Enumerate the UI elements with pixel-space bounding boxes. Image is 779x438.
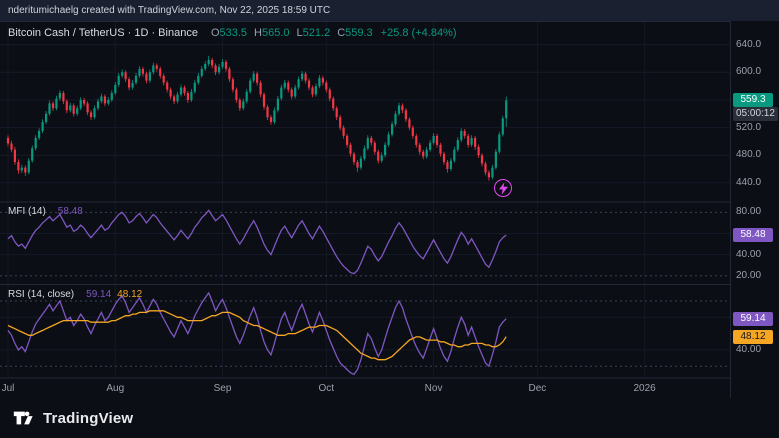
ohlc-high-value: 565.0 [262,27,290,39]
rsi-value-badge: 59.14 [733,312,773,326]
ohlc-open-label: O [211,27,220,39]
axis-tick-label: 600.0 [736,66,761,77]
mfi-value: 58.48 [58,206,83,217]
axis-tick-label: 40.00 [736,344,761,355]
time-axis-label: Oct [319,383,335,394]
price-change: +25.8 (+4.84%) [381,27,457,39]
last-price-badge: 559.3 [733,93,773,107]
axis-tick-label: 520.0 [736,122,761,133]
axis-tick-label: 40.00 [736,249,761,260]
time-axis-label: 2026 [634,383,657,394]
axis-tick-label: 480.0 [736,149,761,160]
time-axis-label: Jul [2,383,15,394]
brand-name[interactable]: TradingView [43,410,133,427]
mfi-value-badge: 58.48 [733,228,773,242]
time-axis-label: Aug [106,383,124,394]
time-axis-label: Nov [425,383,443,394]
price-axis[interactable]: 559.3 05:00:12 58.48 59.14 48.12 640.0 60… [730,0,779,398]
mfi-legend[interactable]: MFI (14) 58.48 [8,206,83,217]
symbol-title[interactable]: Bitcoin Cash / TetherUS · 1D · Binance [8,27,198,39]
time-axis-label: Sep [214,383,232,394]
ohlc-close-label: C [337,27,345,39]
axis-tick-label: 80.00 [736,206,761,217]
symbol-legend[interactable]: Bitcoin Cash / TetherUS · 1D · BinanceO5… [8,27,457,39]
attribution-bar: nderitumichaelg created with TradingView… [0,0,779,21]
countdown-badge: 05:00:12 [733,107,778,121]
attribution-text: nderitumichaelg created with TradingView… [8,5,330,16]
rsi-value: 59.14 [86,289,111,300]
footer: TradingView [0,398,779,438]
ohlc-low-value: 521.2 [303,27,331,39]
axis-tick-label: 20.00 [736,270,761,281]
axis-tick-label: 440.0 [736,177,761,188]
chart-canvas[interactable]: Jul Aug Sep Oct Nov Dec 2026 [0,0,730,398]
mfi-title[interactable]: MFI (14) [8,206,46,217]
axis-tick-label: 640.0 [736,39,761,50]
candles-layer [7,56,507,181]
rsi-line [8,293,506,375]
ohlc-close-value: 559.3 [345,27,373,39]
tradingview-chart-snapshot: nderitumichaelg created with TradingView… [0,0,779,438]
rsi-title[interactable]: RSI (14, close) [8,289,74,300]
rsi-ma-value: 48.12 [117,289,142,300]
lightning-marker[interactable] [494,179,512,197]
rsi-ma-value-badge: 48.12 [733,330,773,344]
time-axis-label: Dec [528,383,546,394]
mfi-line [8,210,506,273]
lightning-icon [499,182,508,195]
ohlc-high-label: H [254,27,262,39]
grid-layer: Jul Aug Sep Oct Nov Dec 2026 [0,22,730,394]
tradingview-logo[interactable] [12,407,34,429]
rsi-legend[interactable]: RSI (14, close) 59.14 48.12 [8,289,142,300]
ohlc-open-value: 533.5 [220,27,248,39]
